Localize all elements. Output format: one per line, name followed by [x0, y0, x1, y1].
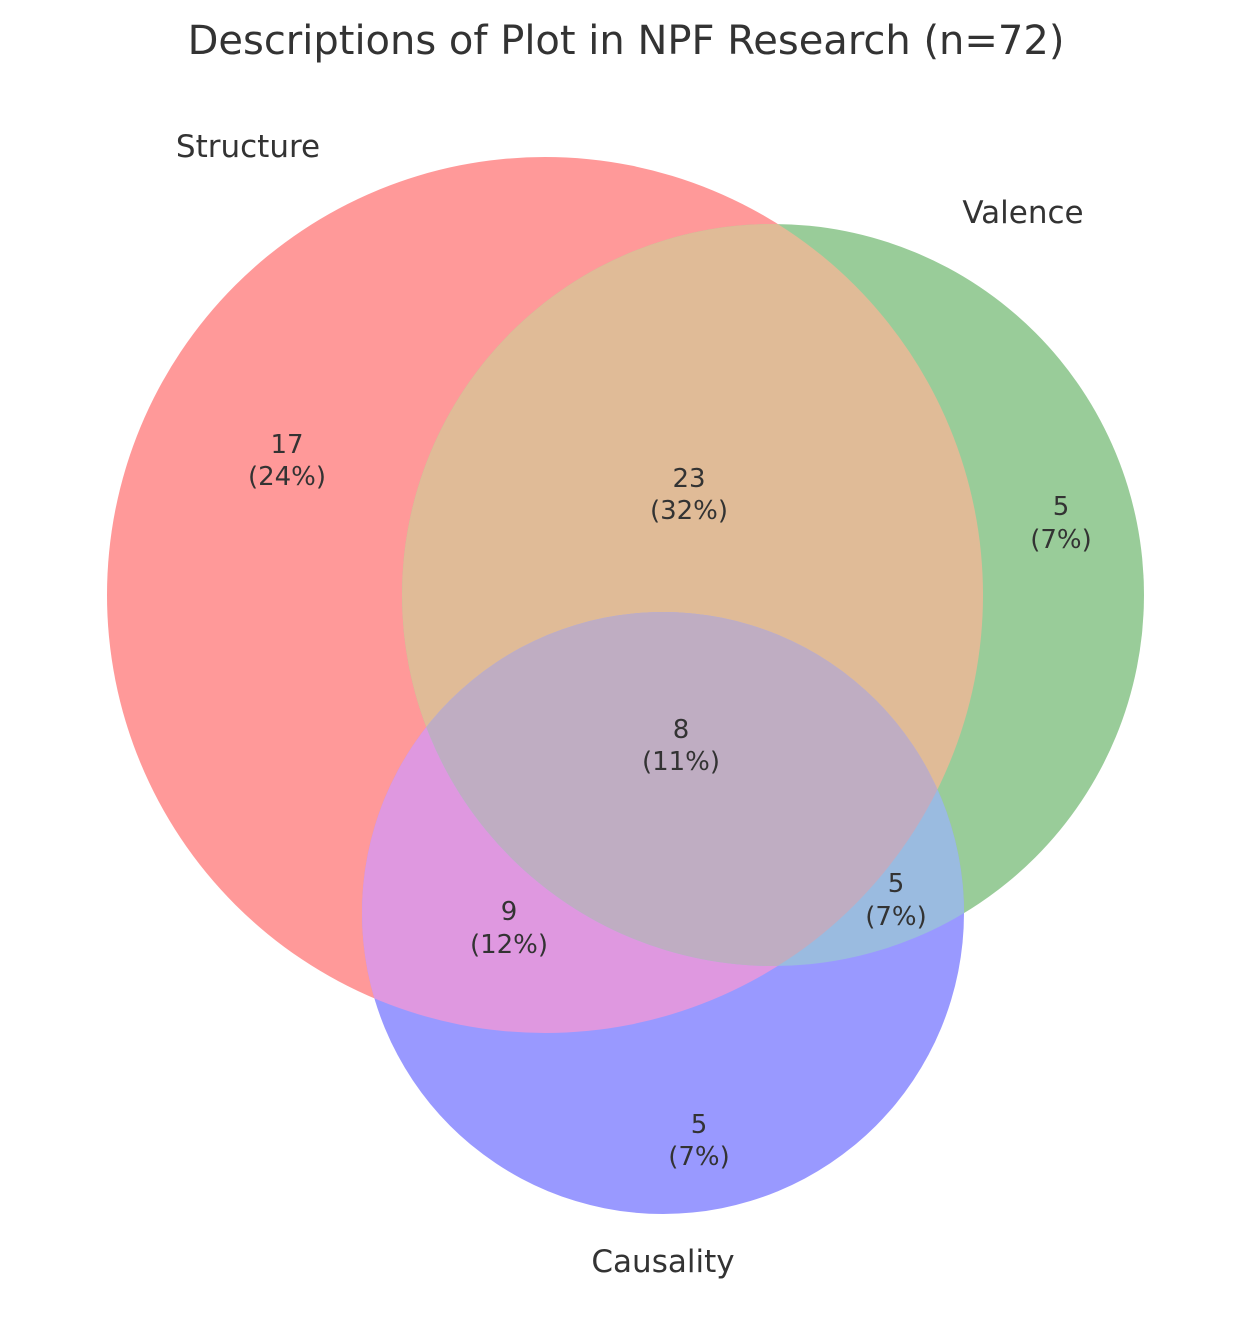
all-three-overlap: [402, 612, 964, 966]
region-structure-causality: 9 (12%): [470, 897, 548, 960]
region-count: 5: [1053, 492, 1070, 522]
region-percent: (7%): [668, 1142, 730, 1172]
region-percent: (12%): [470, 930, 548, 960]
region-count: 9: [501, 897, 518, 927]
region-percent: (24%): [248, 462, 326, 492]
region-causality-only: 5 (7%): [668, 1110, 730, 1172]
region-count: 5: [691, 1110, 708, 1140]
set-label-causality: Causality: [591, 1244, 734, 1280]
region-valence-only: 5 (7%): [1030, 492, 1092, 555]
set-label-structure: Structure: [176, 129, 320, 165]
region-count: 17: [270, 430, 303, 460]
region-valence-causality: 5 (7%): [865, 869, 927, 932]
region-count: 23: [672, 464, 705, 494]
region-percent: (32%): [650, 496, 728, 526]
region-count: 8: [673, 715, 690, 745]
region-percent: (11%): [642, 747, 720, 777]
region-percent: (7%): [1030, 525, 1092, 555]
set-label-valence: Valence: [962, 195, 1083, 231]
region-structure-valence: 23 (32%): [650, 464, 728, 526]
region-structure-only: 17 (24%): [248, 430, 326, 492]
chart-title: Descriptions of Plot in NPF Research (n=…: [188, 18, 1065, 64]
region-percent: (7%): [865, 902, 927, 932]
region-all-three: 8 (11%): [642, 715, 720, 777]
region-count: 5: [888, 869, 905, 899]
